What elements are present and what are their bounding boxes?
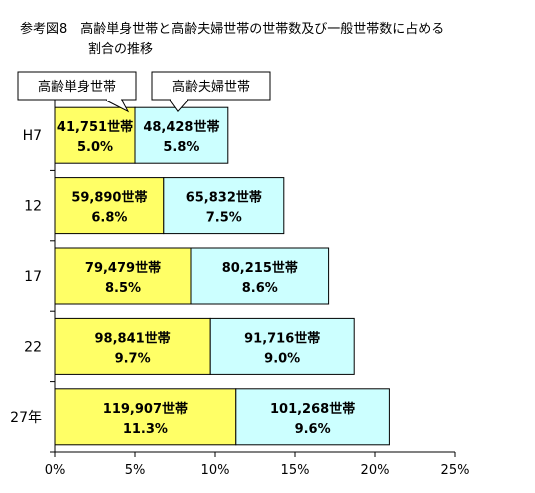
- x-tick-label: 10%: [201, 463, 230, 478]
- chart-title-line-1: 参考図8 高齢単身世帯と高齢夫婦世帯の世帯数及び一般世帯数に占める: [20, 22, 445, 37]
- bar-count-label: 79,479世帯: [85, 260, 161, 276]
- bar-percent-label: 9.0%: [264, 351, 300, 366]
- single-household-bar: [54, 388, 237, 446]
- category-label: 22: [24, 339, 42, 355]
- couple-household-bar: [235, 388, 390, 446]
- bar-percent-label: 11.3%: [123, 422, 168, 437]
- bar-count-label: 98,841世帯: [95, 330, 171, 346]
- bar-percent-label: 5.8%: [163, 140, 199, 155]
- bar-percent-label: 7.5%: [206, 211, 242, 226]
- bar-count-label: 119,907世帯: [103, 401, 188, 417]
- bar-percent-label: 5.0%: [77, 140, 113, 155]
- single-household-bar: [54, 247, 192, 305]
- x-tick-label: 25%: [441, 463, 470, 478]
- bar-count-label: 65,832世帯: [186, 190, 262, 206]
- x-tick-label: 15%: [281, 463, 310, 478]
- couple-household-bar: [190, 247, 330, 305]
- bar-percent-label: 9.6%: [295, 422, 331, 437]
- bar-count-label: 80,215世帯: [222, 260, 298, 276]
- couple-household-bar: [209, 317, 355, 375]
- chart-title-line-2: 割合の推移: [88, 42, 154, 57]
- x-tick-label: 5%: [125, 463, 146, 478]
- legend-callout-box: [151, 71, 271, 101]
- bar-count-label: 59,890世帯: [71, 190, 147, 206]
- chart-title: 参考図8 高齢単身世帯と高齢夫婦世帯の世帯数及び一般世帯数に占める 割合の推移: [20, 20, 444, 60]
- bar-percent-label: 8.5%: [105, 281, 141, 296]
- couple-household-bar: [163, 177, 285, 235]
- bar-percent-label: 6.8%: [91, 211, 127, 226]
- x-tick-label: 0%: [45, 463, 66, 478]
- category-label: H7: [23, 128, 42, 144]
- bar-percent-label: 8.6%: [242, 281, 278, 296]
- legend-label: 高齢単身世帯: [38, 79, 116, 95]
- category-label: 12: [24, 199, 42, 215]
- couple-household-bar: [134, 106, 229, 164]
- x-tick-label: 20%: [361, 463, 390, 478]
- single-household-bar: [54, 106, 136, 164]
- bar-count-label: 48,428世帯: [143, 119, 219, 135]
- category-label: 27年: [10, 410, 42, 426]
- category-label: 17: [24, 269, 42, 285]
- bar-percent-label: 9.7%: [115, 351, 151, 366]
- single-household-bar: [54, 177, 165, 235]
- bar-count-label: 101,268世帯: [270, 401, 355, 417]
- bar-count-label: 91,716世帯: [244, 330, 320, 346]
- legend-callout-box: [17, 71, 137, 101]
- legend-label: 高齢夫婦世帯: [172, 79, 250, 95]
- bar-count-label: 41,751世帯: [57, 119, 133, 135]
